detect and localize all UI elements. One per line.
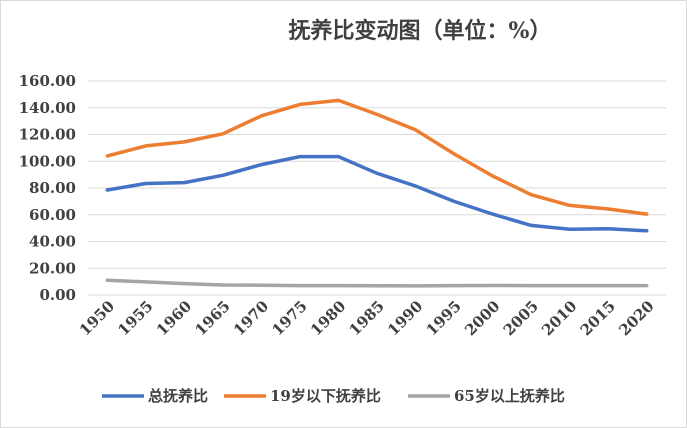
y-tick-label: 100.00 xyxy=(19,152,76,170)
x-tick-label: 1995 xyxy=(423,297,465,339)
x-tick-label: 2000 xyxy=(461,297,503,339)
x-tick-label: 1955 xyxy=(114,297,156,339)
y-tick-label: 140.00 xyxy=(19,99,76,117)
x-tick-label: 2020 xyxy=(615,297,657,339)
series-line-3 xyxy=(105,278,649,288)
y-tick-label: 120.00 xyxy=(19,126,76,144)
x-axis-ticks: 1950195519601965197019751980198519901995… xyxy=(76,297,658,339)
legend-label-1: 总抚养比 xyxy=(148,387,208,405)
x-tick-label: 2010 xyxy=(538,297,580,339)
y-tick-label: 80.00 xyxy=(29,179,76,197)
x-tick-label: 1990 xyxy=(384,297,426,339)
y-axis-ticks: 0.00 20.00 40.00 60.00 80.00 100.00 120.00 140.… xyxy=(19,72,76,304)
x-tick-label: 2005 xyxy=(500,297,542,339)
y-tick-label: 40.00 xyxy=(29,233,76,251)
x-tick-label: 2015 xyxy=(577,297,619,339)
x-tick-label: 1965 xyxy=(191,297,233,339)
series-line-1 xyxy=(105,154,649,233)
x-tick-label: 1975 xyxy=(269,297,311,339)
series-lines xyxy=(105,98,649,288)
legend-label-2: 19岁以下抚养比 xyxy=(270,387,381,405)
gridlines xyxy=(88,80,666,296)
x-tick-label: 1960 xyxy=(153,297,195,339)
chart-title: 抚养比变动图（单位：%） xyxy=(289,18,552,44)
y-tick-label: 0.00 xyxy=(39,286,76,304)
y-tick-label: 160.00 xyxy=(19,72,76,90)
x-tick-label: 1985 xyxy=(346,297,388,339)
series-line-2 xyxy=(105,98,649,216)
x-tick-label: 1980 xyxy=(307,297,349,339)
legend: 总抚养比 19岁以下抚养比 65岁以上抚养比 xyxy=(102,387,565,405)
x-tick-label: 1950 xyxy=(76,297,118,339)
x-tick-label: 1970 xyxy=(230,297,272,339)
legend-label-3: 65岁以上抚养比 xyxy=(454,387,565,405)
y-tick-label: 60.00 xyxy=(29,206,76,224)
y-tick-label: 20.00 xyxy=(29,259,76,277)
